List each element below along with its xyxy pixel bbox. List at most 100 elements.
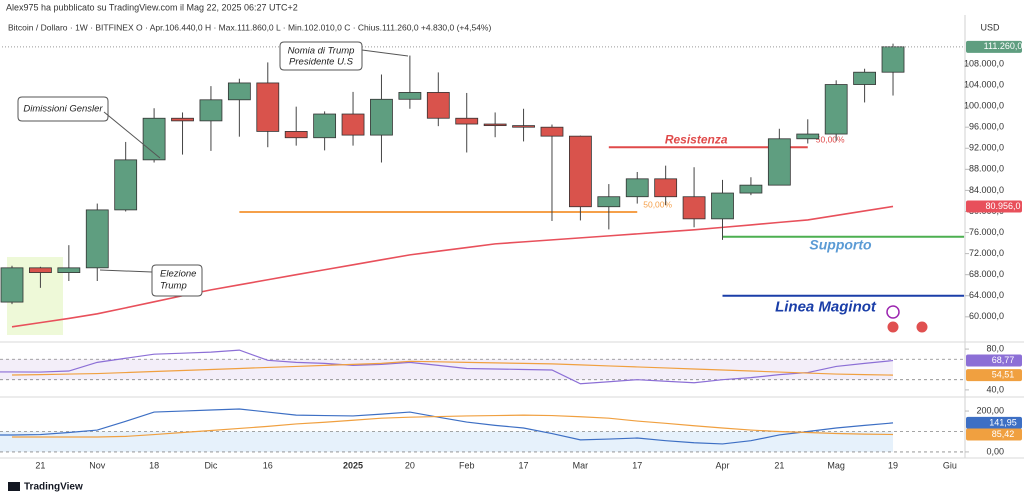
- y-tick-label: 40,0: [986, 384, 1004, 394]
- candle-body: [370, 98, 393, 136]
- x-tick-label: Dic: [204, 460, 217, 470]
- candle-body: [256, 82, 280, 132]
- y-tick-label: 0,00: [986, 446, 1004, 456]
- y-tick-label: 108.000,0: [964, 58, 1004, 68]
- x-tick-label: Apr: [715, 460, 729, 470]
- x-tick-label: 16: [263, 460, 273, 470]
- callout-pointer: [103, 111, 161, 159]
- candle-body: [711, 192, 734, 220]
- callout-text: Dimissioni Gensler: [23, 104, 103, 115]
- callout-text: Trump: [160, 281, 187, 292]
- level-note: 50,00%: [643, 199, 672, 209]
- candle-body: [796, 133, 820, 140]
- callout-gensler: Dimissioni Gensler: [17, 96, 161, 159]
- brand: TradingView: [24, 482, 83, 493]
- x-tick-label: 2025: [343, 460, 363, 470]
- y-tick-label: 104.000,0: [964, 79, 1004, 89]
- candle-body: [767, 138, 791, 186]
- event-icon[interactable]: [886, 305, 900, 319]
- x-tick-label: 17: [632, 460, 642, 470]
- price-tag: [966, 416, 1022, 429]
- candle-body: [625, 178, 649, 198]
- x-tick-label: 21: [774, 460, 784, 470]
- candle-body: [455, 117, 479, 125]
- candle-body: [512, 125, 535, 128]
- price-tag: [966, 428, 1022, 441]
- moving-average: [11, 205, 894, 328]
- price-tag: [966, 40, 1022, 53]
- price-tag-label: 80.956,0: [985, 201, 1020, 211]
- candle-body: [57, 267, 81, 273]
- candle-body: [114, 159, 138, 211]
- callout-pointer: [361, 49, 409, 57]
- indicator-line: [11, 360, 894, 376]
- indicator-line: [0, 408, 894, 445]
- y-tick-label: 88.000,0: [969, 164, 1004, 174]
- band-fill: [0, 359, 894, 380]
- y-tick-label: 100.000,0: [964, 101, 1004, 111]
- level-label: Supporto: [809, 236, 872, 252]
- x-tick-label: 19: [888, 460, 898, 470]
- price-tag-label: 141,95: [989, 417, 1017, 427]
- candle-body: [171, 117, 194, 122]
- x-tick-label: 21: [35, 460, 45, 470]
- callout-box: [17, 96, 109, 122]
- candle-body: [398, 92, 422, 100]
- price-tag: [966, 369, 1022, 382]
- x-tick-label: Nov: [89, 460, 106, 470]
- y-tick-label: 200,00: [976, 405, 1004, 415]
- candle-body: [313, 113, 337, 139]
- event-icon[interactable]: [915, 320, 929, 334]
- candle-body: [142, 117, 166, 161]
- y-tick-label: 72.000,0: [969, 248, 1004, 258]
- candle-body: [654, 178, 678, 198]
- candle-body: [426, 92, 450, 119]
- plot: 60.000,0 64.000,0 68.000,0 72.000,0 76.000,0…: [0, 40, 1023, 470]
- currency: USD: [980, 22, 1000, 32]
- callout-text: Nomia di Trump: [288, 46, 355, 57]
- y-tick-label: 92.000,0: [969, 143, 1004, 153]
- x-tick-label: Mar: [573, 460, 589, 470]
- candle-body: [341, 113, 365, 136]
- band-fill: [0, 431, 894, 452]
- x-tick-label: Giu: [943, 460, 957, 470]
- x-tick-label: Mag: [827, 460, 845, 470]
- price-tag-label: 111.260,0: [984, 41, 1023, 51]
- candle-body: [824, 84, 848, 135]
- y-tick-label: 96.000,0: [969, 122, 1004, 132]
- indicator-line: [12, 414, 894, 438]
- level-label: Resistenza: [665, 132, 728, 146]
- symbol-info: Bitcoin / Dollaro · 1W · BITFINEX O · Ap…: [8, 22, 491, 32]
- candle-body: [682, 196, 706, 220]
- candle-body: [853, 71, 876, 85]
- callout-box: [151, 264, 203, 297]
- price-tag-label: 68,77: [992, 355, 1015, 365]
- publisher: Alex975 ha pubblicato su TradingView.com…: [6, 2, 298, 12]
- callout-nomination: Nomia di Trump Presidente U.S: [279, 41, 409, 71]
- event-icon[interactable]: [886, 320, 900, 334]
- callout-election: Elezione Trump: [99, 264, 203, 297]
- level-label: Linea Maginot: [775, 299, 877, 316]
- x-tick-label: 18: [149, 460, 159, 470]
- candle-body: [597, 196, 621, 208]
- brand-logo: [8, 482, 20, 491]
- callout-text: Elezione: [160, 269, 196, 280]
- y-tick-label: 80,0: [986, 343, 1004, 353]
- y-tick-label: 60.000,0: [969, 311, 1004, 321]
- callout-pointer: [99, 269, 153, 273]
- x-tick-label: 17: [519, 460, 529, 470]
- candle-body: [739, 184, 763, 194]
- candle-body: [881, 46, 905, 73]
- price-tag: [966, 200, 1022, 213]
- candle-body: [569, 135, 592, 208]
- x-tick-label: 20: [405, 460, 415, 470]
- candle-body: [284, 131, 308, 139]
- price-tag-label: 85,42: [992, 429, 1015, 439]
- price-tag: [966, 354, 1022, 367]
- candle-body: [0, 267, 24, 303]
- x-tick-label: Feb: [459, 460, 475, 470]
- level-note: 50,00%: [816, 134, 845, 144]
- callout-box: [279, 41, 363, 71]
- callout-text: Presidente U.S: [289, 57, 354, 68]
